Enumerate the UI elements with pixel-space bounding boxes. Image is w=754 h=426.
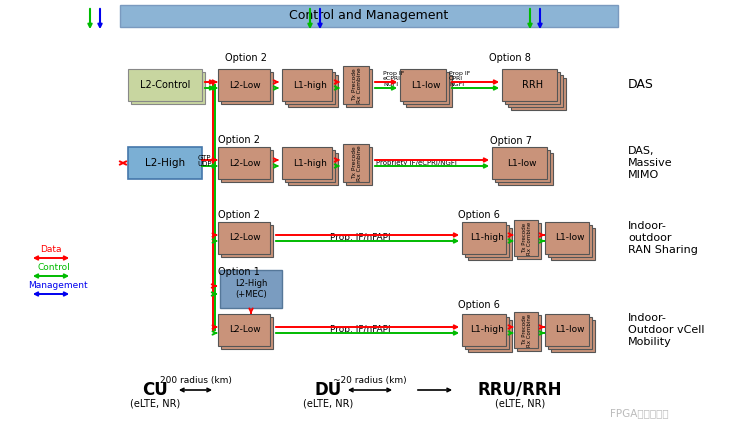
Text: Propriety IF/eCPRI/NGFI: Propriety IF/eCPRI/NGFI [376,160,457,166]
FancyBboxPatch shape [128,69,202,101]
Text: Option 2: Option 2 [218,135,260,145]
FancyBboxPatch shape [465,225,509,257]
Text: Prop IF
CPRI
NGFI: Prop IF CPRI NGFI [449,71,470,87]
Text: L2-Low: L2-Low [229,325,261,334]
FancyBboxPatch shape [400,69,446,101]
Text: Management: Management [28,282,87,291]
Text: Indoor-
Outdoor vCell
Mobility: Indoor- Outdoor vCell Mobility [628,314,704,347]
FancyBboxPatch shape [545,222,589,254]
FancyBboxPatch shape [514,312,538,348]
FancyBboxPatch shape [218,147,270,179]
FancyBboxPatch shape [282,147,332,179]
Text: Tx Precode
Rx Combine: Tx Precode Rx Combine [351,145,363,181]
Text: Control: Control [38,264,70,273]
Text: Tx Precode
Rx Combine: Tx Precode Rx Combine [522,314,532,347]
FancyBboxPatch shape [221,72,273,104]
FancyBboxPatch shape [498,153,553,185]
FancyBboxPatch shape [285,72,335,104]
FancyBboxPatch shape [220,270,282,308]
FancyBboxPatch shape [218,222,270,254]
FancyBboxPatch shape [511,78,566,110]
Text: L1-high: L1-high [293,158,327,167]
Text: Option 6: Option 6 [458,300,500,310]
FancyBboxPatch shape [285,150,335,182]
Text: CU: CU [142,381,168,399]
FancyBboxPatch shape [508,75,563,107]
Text: Control and Management: Control and Management [290,9,449,23]
FancyBboxPatch shape [517,223,541,259]
Text: FPGA算法工程师: FPGA算法工程师 [610,408,669,418]
FancyBboxPatch shape [495,150,550,182]
Text: Option 7: Option 7 [490,136,532,146]
Text: L1-high: L1-high [470,233,504,242]
FancyBboxPatch shape [462,314,506,346]
FancyBboxPatch shape [346,147,372,185]
Text: 200 radius (km): 200 radius (km) [160,375,232,385]
FancyBboxPatch shape [288,75,338,107]
FancyBboxPatch shape [221,225,273,257]
FancyBboxPatch shape [545,314,589,346]
FancyBboxPatch shape [551,320,595,352]
Text: L1-low: L1-low [411,81,441,89]
Text: DAS: DAS [628,78,654,92]
Text: L1-low: L1-low [555,325,585,334]
FancyBboxPatch shape [288,153,338,185]
FancyBboxPatch shape [548,225,592,257]
Text: Option 2: Option 2 [225,53,267,63]
Text: L2-Low: L2-Low [229,233,261,242]
FancyBboxPatch shape [514,220,538,256]
FancyBboxPatch shape [468,228,512,260]
FancyBboxPatch shape [343,144,369,182]
Text: Data: Data [40,245,62,254]
Text: L2-Control: L2-Control [139,80,190,90]
FancyBboxPatch shape [551,228,595,260]
Text: Tx Precode
Rx Combine: Tx Precode Rx Combine [351,67,363,103]
Text: RRU/RRH: RRU/RRH [478,381,562,399]
Text: L2-High: L2-High [145,158,185,168]
FancyBboxPatch shape [131,72,205,104]
Text: Prop. IF/nFAPI: Prop. IF/nFAPI [329,233,391,242]
Text: L2-Low: L2-Low [229,81,261,89]
FancyBboxPatch shape [221,317,273,349]
Text: Option 8: Option 8 [489,53,531,63]
FancyBboxPatch shape [221,150,273,182]
FancyBboxPatch shape [462,222,506,254]
Text: (eLTE, NR): (eLTE, NR) [130,399,180,409]
FancyBboxPatch shape [403,72,449,104]
Text: Option 6: Option 6 [458,210,500,220]
Text: L1-low: L1-low [555,233,585,242]
Text: L2-High
(+MEC): L2-High (+MEC) [234,279,267,299]
FancyBboxPatch shape [120,5,618,27]
Text: L1-low: L1-low [507,158,537,167]
Text: Prop IF
eCPRI
NGFI: Prop IF eCPRI NGFI [383,71,404,87]
FancyBboxPatch shape [548,317,592,349]
FancyBboxPatch shape [128,147,202,179]
Text: DU: DU [314,381,342,399]
Text: DAS,
Massive
MIMO: DAS, Massive MIMO [628,147,673,180]
Text: (eLTE, NR): (eLTE, NR) [303,399,353,409]
Text: RRH: RRH [523,80,544,90]
Text: L1-high: L1-high [293,81,327,89]
FancyBboxPatch shape [505,72,560,104]
FancyBboxPatch shape [465,317,509,349]
Text: Option 1: Option 1 [218,267,260,277]
Text: ~20 radius (km): ~20 radius (km) [333,375,407,385]
Text: Indoor-
outdoor
RAN Sharing: Indoor- outdoor RAN Sharing [628,222,698,255]
Text: L2-Low: L2-Low [229,158,261,167]
FancyBboxPatch shape [492,147,547,179]
Text: Prop. IF/nFAPI: Prop. IF/nFAPI [329,325,391,334]
FancyBboxPatch shape [218,69,270,101]
FancyBboxPatch shape [502,69,557,101]
FancyBboxPatch shape [406,75,452,107]
FancyBboxPatch shape [517,315,541,351]
Text: L1-high: L1-high [470,325,504,334]
FancyBboxPatch shape [218,314,270,346]
FancyBboxPatch shape [468,320,512,352]
Text: Option 2: Option 2 [218,210,260,220]
Text: (eLTE, NR): (eLTE, NR) [495,399,545,409]
FancyBboxPatch shape [343,66,369,104]
Text: Tx Precode
Rx Combine: Tx Precode Rx Combine [522,222,532,255]
FancyBboxPatch shape [346,69,372,107]
Text: GTP
UDP: GTP UDP [198,155,212,167]
